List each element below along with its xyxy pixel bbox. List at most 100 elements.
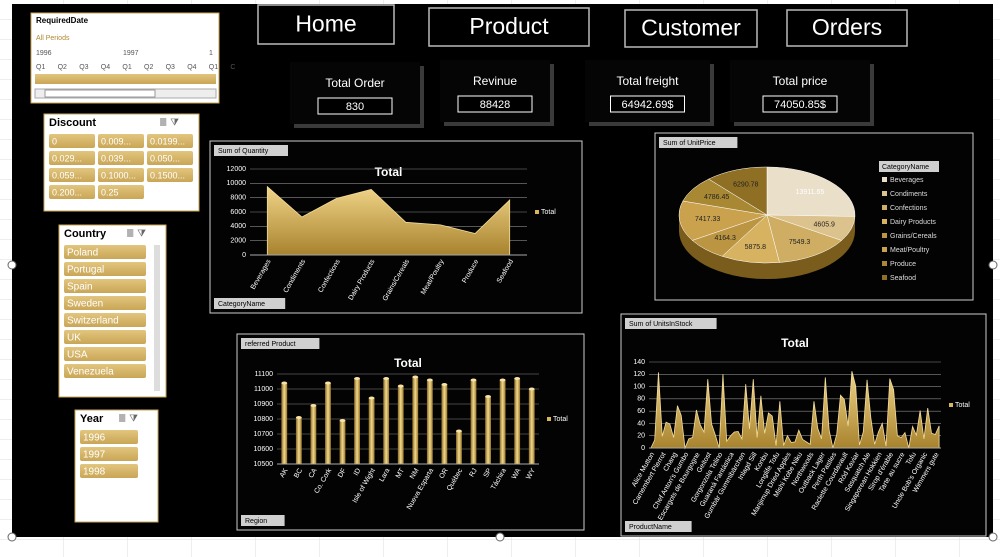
slicer-item-label: Spain <box>67 282 93 293</box>
slicer-item-label: 0.059... <box>52 170 82 180</box>
quarter-label: Q1 <box>209 64 218 71</box>
x-tick-label: SP <box>483 467 494 479</box>
y-tick-label: 0 <box>641 445 645 452</box>
nav-button[interactable] <box>786 9 908 47</box>
axis-button[interactable] <box>214 298 286 309</box>
legend-swatch <box>882 247 887 252</box>
slicer-icons: ≣ ⧩ <box>118 414 138 425</box>
slicer-item-label: USA <box>67 350 88 361</box>
quarter-label: C <box>230 64 235 71</box>
bar-cap <box>426 378 433 382</box>
slicer-item-label: Switzerland <box>67 316 119 327</box>
slicer-title: Year <box>80 413 104 425</box>
legend-label: Grains/Cereals <box>890 233 937 240</box>
slicer-item-label: 1998 <box>83 467 106 478</box>
slicer-item[interactable] <box>147 168 193 182</box>
slicer-item[interactable] <box>49 151 95 165</box>
slicer-item[interactable] <box>147 151 193 165</box>
field-button <box>625 318 717 329</box>
slicer-item[interactable] <box>49 168 95 182</box>
y-tick-label: 2000 <box>230 238 246 245</box>
slicer-item[interactable] <box>80 464 138 478</box>
legend-label: Produce <box>890 261 916 268</box>
legend-swatch <box>882 191 887 196</box>
legend-label: Total <box>955 402 970 409</box>
axis-button[interactable] <box>625 521 692 532</box>
kpi-label: Total Order <box>325 76 384 90</box>
y-tick-label: 10000 <box>227 180 247 187</box>
slicer-item[interactable] <box>98 134 144 148</box>
bar-cap <box>354 377 360 380</box>
y-tick-label: 11000 <box>254 386 273 393</box>
bar-cap <box>397 384 404 388</box>
y-tick-label: 11100 <box>255 371 274 378</box>
field-button-label: Sum of Quantity <box>218 148 269 155</box>
legend-swatch <box>882 261 887 266</box>
slicer-item[interactable] <box>98 185 144 199</box>
bar-cap <box>514 377 521 380</box>
axis-button[interactable] <box>241 515 285 526</box>
kpi-label: Total freight <box>616 74 679 88</box>
year-label: 1 <box>209 50 213 57</box>
slicer-item[interactable] <box>64 279 146 293</box>
slicer-item-label: 0.25 <box>101 187 119 197</box>
bar-cap <box>383 377 390 380</box>
slicer-item[interactable] <box>49 134 95 148</box>
x-tick-label: BC <box>293 467 304 479</box>
area <box>266 185 511 256</box>
slicer-item[interactable] <box>98 168 144 182</box>
legend-title: CategoryName <box>882 164 929 171</box>
slicer-item[interactable] <box>80 447 138 461</box>
slicer-item[interactable] <box>49 185 95 199</box>
slicer-item[interactable] <box>64 347 146 361</box>
slicer-item[interactable] <box>64 330 146 344</box>
bar <box>325 383 331 464</box>
y-tick-label: 10600 <box>254 446 274 453</box>
bar <box>441 384 448 464</box>
quarter-label: Q3 <box>166 64 175 71</box>
slicer-item-label: 1997 <box>83 450 106 461</box>
slicer-item[interactable] <box>64 313 146 327</box>
x-tick-label: AK <box>279 467 290 479</box>
y-tick-label: 12000 <box>227 166 247 173</box>
slicer-item-label: 0 <box>52 136 57 146</box>
kpi-label: Revinue <box>473 74 517 88</box>
pie-label: 13911.65 <box>796 189 825 196</box>
y-tick-label: 10900 <box>254 401 274 408</box>
bar-cap <box>456 429 462 433</box>
slicer-item[interactable] <box>80 430 138 444</box>
field-button-label: Sum of UnitsInStock <box>629 321 693 328</box>
legend-swatch <box>882 205 887 210</box>
kpi-value: 64942.69$ <box>622 99 674 111</box>
y-tick-label: 140 <box>633 359 645 366</box>
kpi-card <box>730 60 870 122</box>
quarter-label: Q1 <box>36 64 45 71</box>
x-tick-label: CA <box>308 467 319 479</box>
quarter-label: Q4 <box>187 64 196 71</box>
bar-cap <box>528 387 535 391</box>
nav-button[interactable] <box>257 4 395 45</box>
nav-button[interactable] <box>624 9 758 48</box>
slicer-item[interactable] <box>64 262 146 276</box>
slicer-item-label: 0.200... <box>52 187 82 197</box>
handle <box>7 260 17 270</box>
quarter-label: Q3 <box>79 64 88 71</box>
legend-label: Confections <box>890 205 927 212</box>
kpi-value: 74050.85$ <box>774 99 826 111</box>
slicer-item[interactable] <box>98 151 144 165</box>
y-tick-label: 100 <box>633 383 645 390</box>
bar-cap <box>310 404 317 407</box>
bar <box>485 396 491 464</box>
kpi-value: 88428 <box>480 99 511 111</box>
x-tick-label: WY <box>525 467 537 481</box>
slicer-item[interactable] <box>147 134 193 148</box>
slicer-item[interactable] <box>64 296 146 310</box>
nav-button[interactable] <box>428 7 590 47</box>
slicer-item-label: 1996 <box>83 433 106 444</box>
quarter-label: Q2 <box>58 64 67 71</box>
bar-cap <box>339 419 346 422</box>
slicer-item[interactable] <box>64 364 146 378</box>
scroll-thumb[interactable] <box>44 89 156 98</box>
pie-slice <box>766 166 856 217</box>
slicer-item[interactable] <box>64 245 146 259</box>
